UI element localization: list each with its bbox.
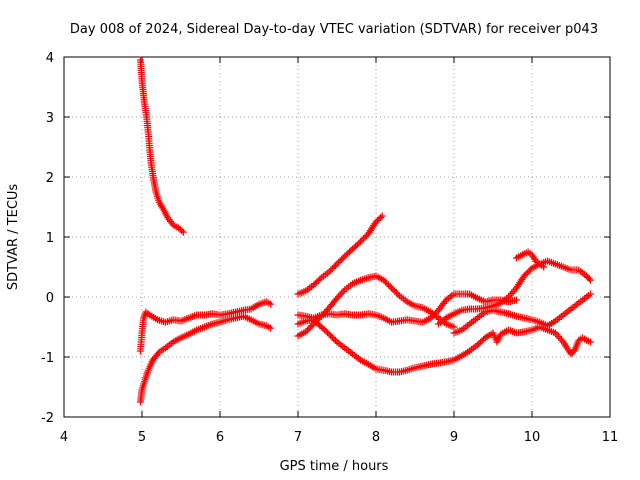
x-tick-label: 11: [602, 430, 619, 445]
data-point-markers: [450, 290, 594, 337]
x-tick-label: 9: [450, 430, 458, 445]
x-tick-label: 8: [372, 430, 380, 445]
data-point-markers: [136, 298, 275, 355]
y-tick-label: -1: [41, 351, 54, 366]
series-arc-10: [512, 248, 548, 271]
series-arc-2: [136, 298, 275, 355]
x-tick-label: 5: [138, 430, 146, 445]
series-arc-6: [294, 290, 520, 326]
data-point-markers: [294, 290, 520, 326]
tick-labels: 4 5 6 7 8 9 10 11 -2 -1 0 1 2 3 4: [41, 51, 618, 445]
y-tick-label: 1: [46, 231, 54, 246]
x-axis-label: GPS time / hours: [280, 459, 389, 474]
y-tick-label: 2: [46, 171, 54, 186]
data-point-markers: [294, 316, 594, 376]
data-point-markers: [294, 212, 386, 298]
x-tick-label: 4: [60, 430, 68, 445]
series-arc-5: [294, 272, 458, 340]
y-tick-label: 3: [46, 111, 54, 126]
y-axis-label: SDTVAR / TECUs: [6, 184, 21, 291]
data-point-markers: [512, 248, 548, 271]
series-arc-9: [450, 290, 594, 337]
series-arc-4: [294, 212, 386, 298]
x-tick-label: 7: [294, 430, 302, 445]
series-arc-3: [136, 312, 275, 406]
data-point-markers: [294, 272, 458, 340]
x-tick-label: 10: [524, 430, 541, 445]
data-point-markers: [136, 56, 187, 236]
data-point-markers: [136, 312, 275, 406]
y-tick-label: 4: [46, 51, 54, 66]
y-tick-label: 0: [46, 291, 54, 306]
x-tick-label: 6: [216, 430, 224, 445]
data-marks: [136, 56, 594, 406]
series-arc-7: [294, 316, 594, 376]
chart-title: Day 008 of 2024, Sidereal Day-to-day VTE…: [70, 22, 598, 37]
series-arc-1: [136, 56, 187, 236]
y-tick-label: -2: [41, 411, 54, 426]
